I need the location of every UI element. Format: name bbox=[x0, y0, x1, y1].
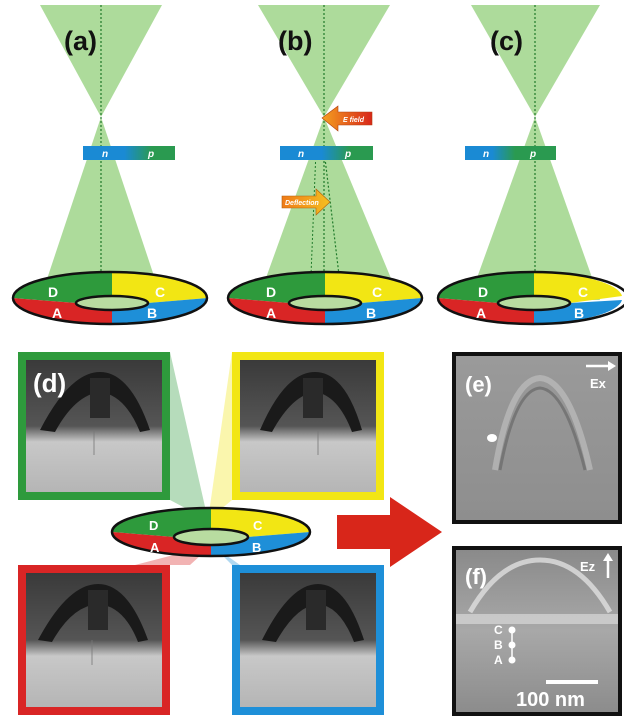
panel-a: n p D C A B (a) bbox=[11, 5, 209, 326]
detector-D: D bbox=[149, 518, 158, 533]
image-C bbox=[232, 352, 384, 500]
detector-A: A bbox=[52, 305, 62, 321]
detector-ring bbox=[226, 270, 424, 326]
wedge-green bbox=[170, 352, 208, 520]
lower-cone bbox=[469, 117, 600, 300]
panel-f: (f) Ez C B A 100 nm bbox=[452, 546, 622, 716]
p-label: p bbox=[529, 149, 536, 160]
detector-ring bbox=[11, 270, 209, 326]
p-label: p bbox=[147, 149, 154, 160]
point-label-C: C bbox=[494, 623, 503, 637]
detector-B: B bbox=[147, 305, 157, 321]
deflection-arrow: Deflection bbox=[281, 188, 331, 216]
scalebar-label: 100 nm bbox=[516, 689, 585, 711]
detector-C: C bbox=[372, 284, 382, 300]
detector-C: C bbox=[155, 284, 165, 300]
panel-label-d: (d) bbox=[33, 368, 66, 398]
detector-ring bbox=[436, 270, 624, 326]
point-label-A: A bbox=[494, 653, 503, 667]
n-label: n bbox=[483, 149, 489, 160]
detector-B: B bbox=[252, 540, 261, 555]
panel-label-c: (c) bbox=[490, 26, 523, 56]
lower-cone bbox=[258, 117, 400, 300]
detector-B: B bbox=[574, 305, 584, 321]
panel-b: n p E field Deflection D C A B (b) bbox=[226, 5, 424, 326]
detector-C: C bbox=[578, 284, 588, 300]
p-label: p bbox=[344, 149, 351, 160]
point-A bbox=[508, 656, 516, 664]
panel-e: (e) Ex bbox=[452, 352, 622, 524]
ex-arrow-icon bbox=[608, 361, 616, 371]
panel-d: D C A B (d) bbox=[18, 352, 384, 715]
detector-D: D bbox=[266, 284, 276, 300]
efield-arrow: E field bbox=[321, 105, 373, 132]
lower-cone bbox=[40, 117, 162, 300]
detector-A: A bbox=[150, 540, 160, 555]
ex-label: Ex bbox=[590, 376, 607, 391]
detector-D: D bbox=[478, 284, 488, 300]
n-label: n bbox=[298, 149, 304, 160]
panel-label-e: (e) bbox=[465, 372, 492, 397]
panel-c: n p D C A B (c) bbox=[436, 5, 624, 326]
ez-arrow-icon bbox=[603, 553, 613, 561]
panel-label-f: (f) bbox=[465, 564, 487, 589]
point-C bbox=[508, 626, 516, 634]
detector-A: A bbox=[266, 305, 276, 321]
detector-C: C bbox=[253, 518, 263, 533]
point-B bbox=[508, 641, 516, 649]
panel-label-b: (b) bbox=[278, 26, 312, 56]
detector-B: B bbox=[366, 305, 376, 321]
ez-label: Ez bbox=[580, 559, 596, 574]
pn-junction bbox=[280, 146, 373, 160]
pn-junction bbox=[465, 146, 556, 160]
point-label-B: B bbox=[494, 638, 503, 652]
detector-ring-d bbox=[110, 506, 312, 558]
wedge-yellow bbox=[208, 352, 232, 520]
efield-label: E field bbox=[343, 117, 365, 124]
deflection-label: Deflection bbox=[285, 200, 319, 207]
image-D bbox=[18, 352, 170, 500]
detector-A: A bbox=[476, 305, 486, 321]
panel-label-a: (a) bbox=[64, 26, 97, 56]
pn-junction bbox=[83, 146, 175, 160]
result-arrow bbox=[337, 497, 442, 567]
detector-D: D bbox=[48, 284, 58, 300]
image-B bbox=[232, 565, 384, 715]
n-label: n bbox=[102, 149, 108, 160]
image-A bbox=[18, 565, 170, 715]
